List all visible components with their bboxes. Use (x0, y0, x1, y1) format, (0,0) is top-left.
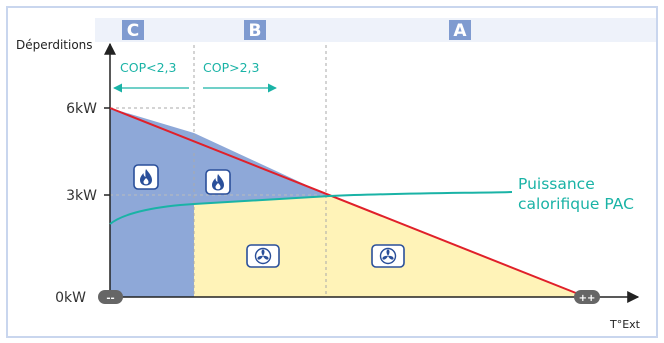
zone-b-letter: B (249, 21, 262, 41)
zone-letters: C B A (122, 20, 471, 41)
tick-0kw: 0kW (55, 290, 86, 306)
axis-end-right-pill (574, 290, 600, 304)
pac-label-line1: Puissance (518, 175, 595, 193)
tick-3kw: 3kW (66, 188, 97, 204)
zone-a-letter: A (453, 21, 467, 41)
axis-end-left-text: -- (106, 293, 114, 304)
tick-6kw: 6kW (66, 101, 97, 117)
heat-loss-line (109, 107, 587, 298)
axis-end-right: ++ (574, 290, 600, 304)
flame-icon (205, 169, 231, 195)
y-axis-label: Déperditions (16, 38, 93, 52)
zone-c-letter: C (127, 21, 139, 41)
pac-power-curve (109, 191, 513, 225)
flame-icon (133, 164, 159, 190)
zone-a-badge (449, 20, 471, 40)
fan-icon (246, 244, 280, 268)
axis-end-left-pill (98, 290, 123, 304)
x-axis-label: T°Ext (609, 318, 641, 331)
axis-end-left: -- (98, 290, 123, 304)
zone-c-fill (110, 108, 194, 297)
zone-b-badge (244, 20, 266, 40)
zone-c-badge (122, 20, 144, 40)
fan-icon (371, 244, 405, 268)
y-ticks: 6kW 3kW 0kW (55, 101, 110, 306)
cop-low-label: COP<2,3 (120, 60, 176, 75)
axis-end-right-text: ++ (579, 293, 596, 304)
zone-band (95, 18, 656, 42)
pac-label-line2: calorifique PAC (518, 195, 634, 213)
cop-high-label: COP>2,3 (203, 60, 259, 75)
